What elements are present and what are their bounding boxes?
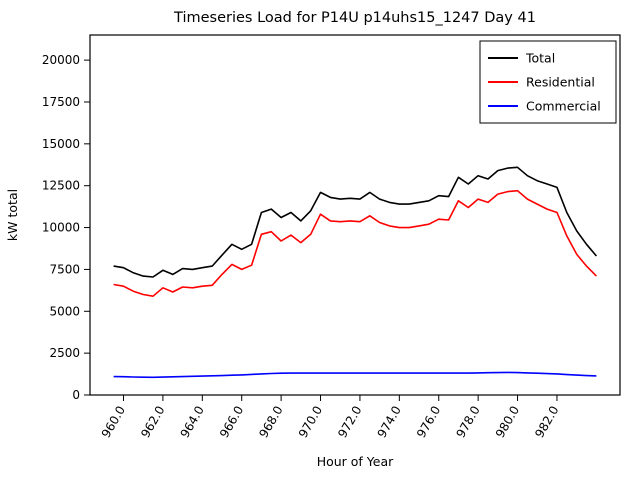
x-tick-label: 966.0 — [217, 404, 246, 441]
y-tick-label: 0 — [72, 388, 80, 402]
x-tick-label: 976.0 — [414, 404, 443, 441]
series-line-total — [113, 166, 598, 278]
x-tick-label: 980.0 — [493, 404, 522, 441]
y-tick-label: 15000 — [42, 137, 80, 151]
x-tick-label: 962.0 — [138, 404, 167, 441]
series-line-commercial — [113, 371, 597, 379]
y-axis-label: kW total — [5, 189, 20, 241]
y-tick-label: 10000 — [42, 221, 80, 235]
plot-border — [89, 34, 621, 396]
plot-area: 0 2500 5000 7500 10000 12500 15000 17500 20000 96… — [42, 34, 621, 440]
x-tick-label: 982.0 — [532, 404, 561, 441]
x-tick-label: 964.0 — [178, 404, 207, 441]
x-tick-label: 978.0 — [453, 403, 482, 440]
y-tick-label: 7500 — [49, 262, 80, 276]
y-tick-label: 12500 — [42, 179, 80, 193]
legend-label-total: Total — [525, 51, 555, 66]
x-tick-label: 960.0 — [99, 404, 128, 441]
x-tick-label: 970.0 — [296, 404, 325, 441]
legend-label-residential: Residential — [526, 75, 595, 90]
legend: Total Residential Commercial — [479, 40, 617, 124]
x-axis: 960.0 962.0 964.0 966.0 968.0 970.0 972.0 974.0… — [99, 395, 562, 440]
y-tick-label: 2500 — [49, 346, 80, 360]
legend-label-commercial: Commercial — [526, 99, 601, 114]
x-tick-label: 972.0 — [335, 404, 364, 441]
x-axis-label: Hour of Year — [317, 454, 394, 469]
x-tick-label: 968.0 — [256, 404, 285, 441]
y-axis: 0 2500 5000 7500 10000 12500 15000 17500 20000 — [42, 53, 90, 402]
y-tick-label: 5000 — [49, 304, 80, 318]
chart-title: Timeseries Load for P14U p14uhs15_1247 D… — [173, 10, 536, 26]
x-tick-label: 974.0 — [375, 404, 404, 441]
series-line-residential — [113, 189, 597, 298]
y-tick-label: 20000 — [42, 53, 80, 67]
y-tick-label: 17500 — [42, 95, 80, 109]
